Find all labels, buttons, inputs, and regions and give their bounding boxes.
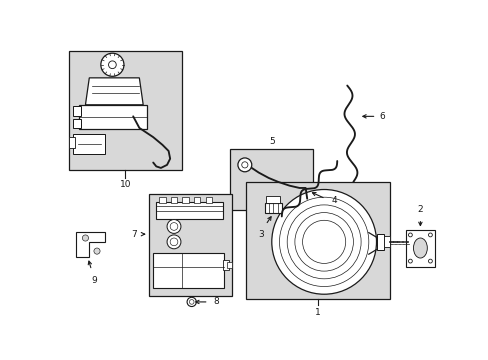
Circle shape: [271, 189, 376, 294]
Bar: [384, 237, 389, 247]
Text: 1: 1: [314, 308, 320, 317]
Bar: [68, 137, 75, 148]
Circle shape: [241, 162, 247, 168]
Text: 2: 2: [417, 205, 422, 214]
Bar: [159, 197, 165, 203]
Bar: [376, 234, 384, 249]
Bar: [153, 253, 224, 288]
Text: 6: 6: [379, 112, 385, 121]
Bar: [245, 182, 389, 299]
Polygon shape: [76, 232, 104, 257]
Bar: [171, 197, 177, 203]
Circle shape: [427, 233, 431, 237]
Bar: [68, 51, 182, 170]
Bar: [156, 202, 222, 219]
Circle shape: [167, 235, 181, 249]
Circle shape: [427, 259, 431, 263]
Bar: [205, 197, 211, 203]
Text: 7: 7: [131, 230, 137, 239]
Polygon shape: [85, 78, 143, 105]
Circle shape: [407, 233, 411, 237]
Bar: [230, 149, 313, 210]
Circle shape: [238, 158, 251, 172]
Text: 4: 4: [331, 196, 337, 205]
Polygon shape: [79, 105, 147, 130]
Text: 10: 10: [120, 180, 131, 189]
Ellipse shape: [413, 238, 427, 258]
Text: 5: 5: [268, 138, 274, 147]
Bar: [182, 197, 188, 203]
Bar: [222, 260, 228, 270]
Circle shape: [101, 53, 123, 76]
Text: 9: 9: [92, 276, 98, 285]
Circle shape: [94, 248, 100, 254]
Bar: [194, 197, 200, 203]
Bar: [73, 119, 81, 128]
Circle shape: [170, 222, 178, 230]
Text: 3: 3: [258, 230, 264, 239]
Bar: [73, 134, 105, 154]
Text: 8: 8: [213, 297, 219, 306]
Bar: [226, 262, 231, 268]
Circle shape: [407, 259, 411, 263]
Bar: [148, 194, 231, 296]
Circle shape: [170, 238, 178, 246]
Circle shape: [187, 297, 196, 306]
Bar: [266, 197, 280, 203]
Bar: [264, 203, 281, 213]
Circle shape: [82, 235, 88, 241]
Bar: [405, 230, 434, 266]
Bar: [73, 106, 81, 116]
Circle shape: [108, 61, 116, 69]
Circle shape: [167, 220, 181, 233]
